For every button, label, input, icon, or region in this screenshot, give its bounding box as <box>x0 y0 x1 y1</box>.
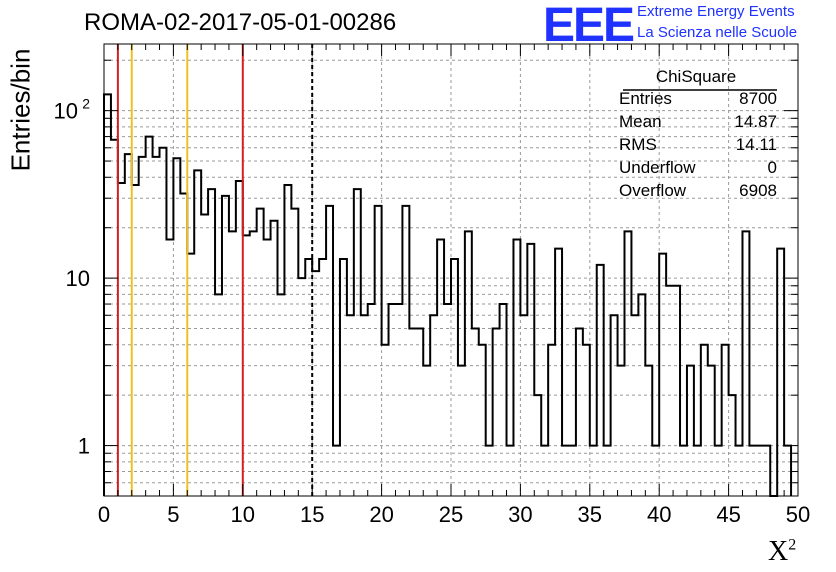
y-tick-label-exponent: 2 <box>82 96 90 112</box>
eee-logo: EEE <box>543 0 635 52</box>
x-tick-label: 5 <box>167 502 179 527</box>
histogram-series <box>103 93 793 497</box>
stats-box: ChiSquare Entries 8700 Mean 14.87 RMS 14.11… <box>611 64 781 202</box>
logo-subtitle-line2: La Scienza nelle Scuole <box>637 24 798 41</box>
x-axis-label: X2 <box>768 536 797 567</box>
stats-title: ChiSquare <box>655 67 737 86</box>
x-tick-label: 15 <box>300 502 324 527</box>
x-tick-label: 50 <box>786 502 810 527</box>
x-tick-label: 20 <box>369 502 393 527</box>
x-tick-label: 30 <box>508 502 532 527</box>
stats-row-entries: Entries 8700 <box>619 89 777 108</box>
stats-row-rms: RMS 14.11 <box>619 135 777 154</box>
x-tick-label: 25 <box>439 502 463 527</box>
x-tick-label: 45 <box>716 502 740 527</box>
y-tick-label: 10 <box>54 99 78 124</box>
stats-row-mean: Mean 14.87 <box>619 112 777 131</box>
chart-title: ROMA-02-2017-05-01-00286 <box>84 9 397 36</box>
stats-row-underflow: Underflow 0 <box>619 158 777 177</box>
x-tick-label: 40 <box>647 502 671 527</box>
y-tick-label: 10 <box>66 266 90 291</box>
x-tick-label: 35 <box>578 502 602 527</box>
y-tick-label: 1 <box>78 434 90 459</box>
x-tick-label: 0 <box>98 502 110 527</box>
x-tick-label: 10 <box>231 502 255 527</box>
stats-row-overflow: Overflow 6908 <box>619 181 777 200</box>
logo-subtitle-line1: Extreme Energy Events <box>637 3 795 20</box>
